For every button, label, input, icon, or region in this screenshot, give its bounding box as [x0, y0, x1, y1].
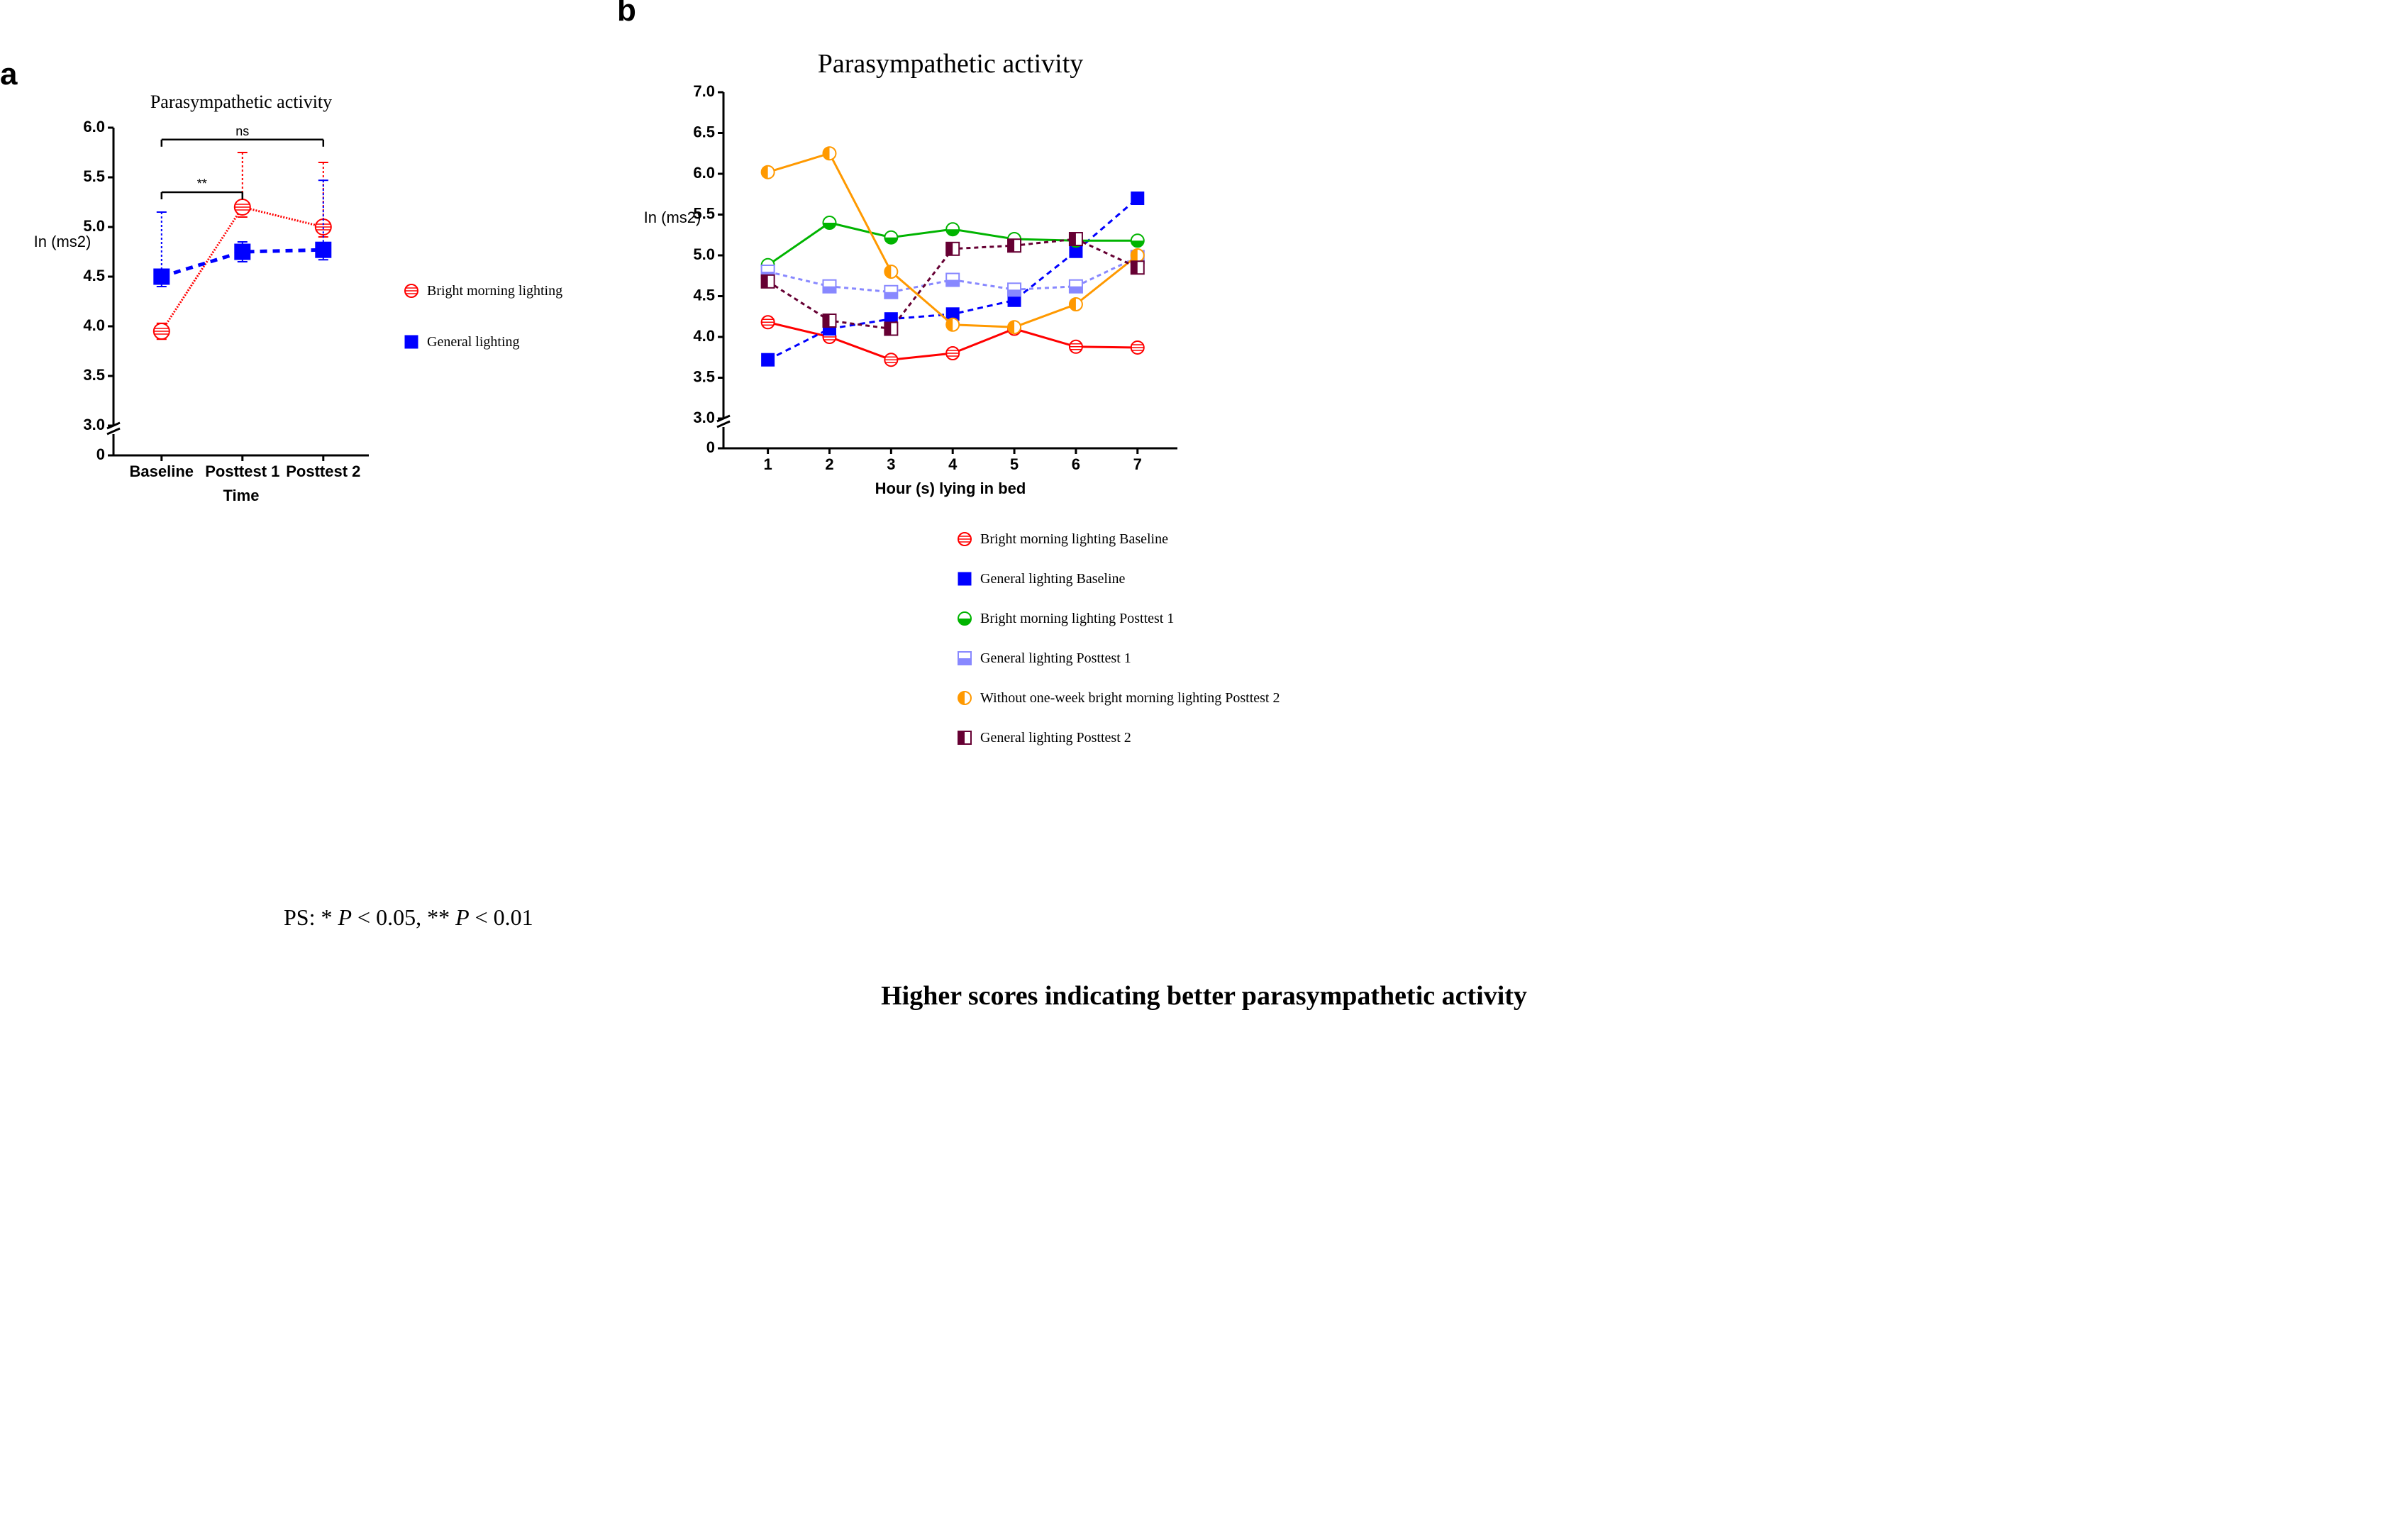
svg-text:3.5: 3.5 — [693, 368, 715, 386]
svg-text:6.0: 6.0 — [83, 118, 105, 135]
svg-text:Posttest 1: Posttest 1 — [205, 462, 279, 480]
svg-text:Parasympathetic activity: Parasympathetic activity — [818, 49, 1084, 79]
svg-text:3: 3 — [887, 455, 895, 473]
footnote: PS: * P < 0.05, ** P < 0.01 — [284, 904, 2380, 931]
svg-text:3.0: 3.0 — [83, 416, 105, 433]
panel-b: b Parasympathetic activityIn (ms2)3.03.5… — [638, 28, 1291, 883]
panel-b-label: b — [617, 0, 636, 28]
svg-text:5.0: 5.0 — [693, 245, 715, 263]
svg-text:Parasympathetic activity: Parasympathetic activity — [150, 92, 332, 112]
svg-text:2: 2 — [825, 455, 833, 473]
chart-a-svg: Parasympathetic activity In (ms2) 3.0 3.5 4.… — [28, 71, 610, 567]
svg-text:Bright morning lighting: Bright morning lighting — [427, 283, 562, 299]
svg-text:3.5: 3.5 — [83, 366, 105, 384]
svg-text:General lighting Baseline: General lighting Baseline — [980, 571, 1126, 587]
svg-text:6: 6 — [1072, 455, 1080, 473]
svg-text:4.0: 4.0 — [83, 316, 105, 334]
svg-text:5: 5 — [1010, 455, 1019, 473]
svg-text:4.5: 4.5 — [693, 287, 715, 304]
svg-text:6.0: 6.0 — [693, 164, 715, 182]
svg-text:7.0: 7.0 — [693, 82, 715, 100]
svg-text:Time: Time — [223, 487, 260, 504]
svg-text:6.5: 6.5 — [693, 123, 715, 141]
svg-text:General lighting Posttest 2: General lighting Posttest 2 — [980, 730, 1131, 746]
svg-text:4: 4 — [948, 455, 958, 473]
svg-text:1: 1 — [764, 455, 772, 473]
svg-text:5.0: 5.0 — [83, 217, 105, 235]
svg-text:ns: ns — [235, 124, 249, 138]
svg-text:0: 0 — [706, 438, 715, 456]
svg-text:0: 0 — [96, 445, 105, 463]
svg-text:Hour (s) lying in bed: Hour (s) lying in bed — [875, 480, 1026, 497]
svg-text:Bright morning lighting Baseli: Bright morning lighting Baseline — [980, 531, 1168, 547]
svg-text:3.0: 3.0 — [693, 409, 715, 426]
svg-text:**: ** — [197, 177, 207, 191]
svg-text:5.5: 5.5 — [693, 205, 715, 223]
svg-text:Without one-week bright mornin: Without one-week bright morning lighting… — [980, 690, 1280, 706]
svg-text:General lighting: General lighting — [427, 334, 520, 350]
svg-text:In (ms2): In (ms2) — [34, 233, 91, 250]
svg-text:In (ms2): In (ms2) — [644, 209, 701, 226]
panel-a: a Parasympathetic activityIn (ms2)3.03.5… — [28, 71, 610, 571]
svg-text:Bright morning lighting Postte: Bright morning lighting Posttest 1 — [980, 611, 1174, 626]
svg-text:4.5: 4.5 — [83, 267, 105, 284]
svg-text:5.5: 5.5 — [83, 167, 105, 185]
figure-container: a Parasympathetic activityIn (ms2)3.03.5… — [28, 28, 2380, 883]
svg-text:Baseline: Baseline — [130, 462, 194, 480]
svg-text:7: 7 — [1133, 455, 1142, 473]
chart-b-svg: Parasympathetic activity In (ms2) 3.0 3.5 4.… — [638, 28, 1291, 880]
caption: Higher scores indicating better parasymp… — [28, 980, 2380, 1012]
svg-text:4.0: 4.0 — [693, 327, 715, 345]
svg-text:Posttest 2: Posttest 2 — [286, 462, 360, 480]
svg-text:General lighting Posttest 1: General lighting Posttest 1 — [980, 650, 1131, 666]
panel-a-label: a — [0, 57, 17, 92]
